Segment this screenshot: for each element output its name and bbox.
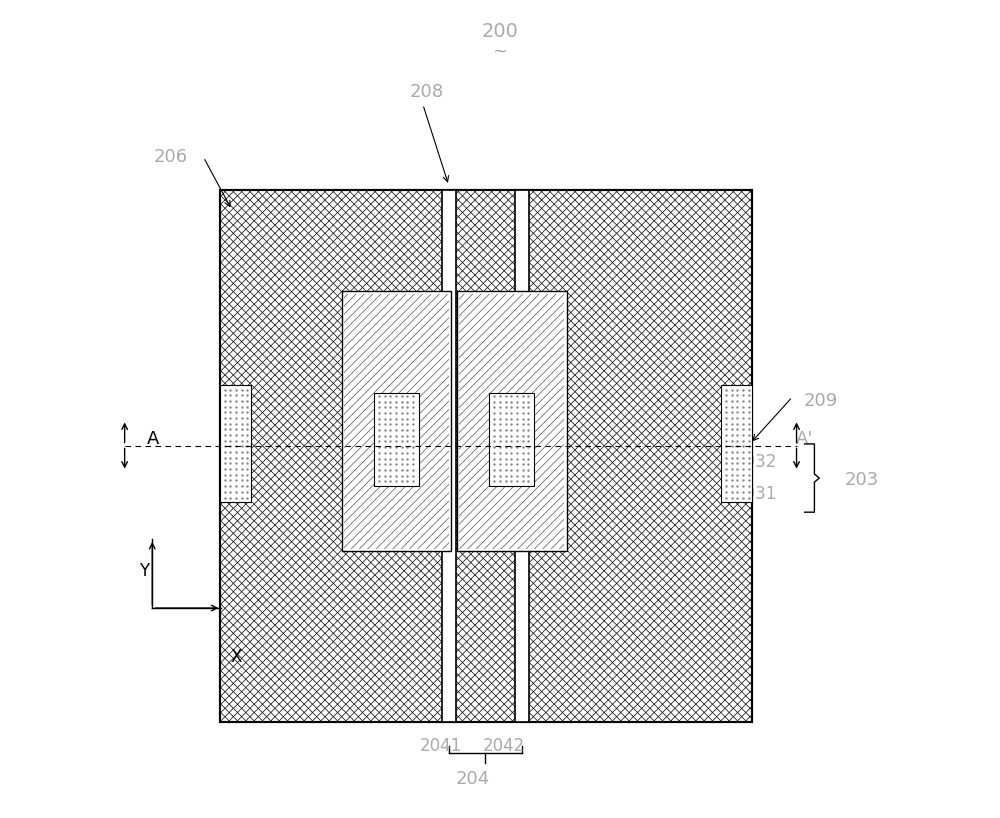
Bar	[220, 190, 752, 721]
Text: 204: 204	[455, 771, 490, 789]
Text: 200: 200	[482, 22, 518, 41]
Bar	[220, 190, 752, 721]
Text: A': A'	[796, 430, 813, 448]
Text: Y: Y	[139, 563, 149, 581]
Bar	[721, 384, 752, 502]
Text: 2042: 2042	[483, 737, 525, 755]
Text: 2031: 2031	[735, 485, 777, 503]
Text: 2032: 2032	[735, 453, 777, 471]
Text: 209: 209	[804, 392, 838, 410]
Bar	[442, 190, 456, 721]
Bar	[344, 294, 449, 549]
Text: 203: 203	[844, 470, 879, 488]
Bar	[515, 190, 529, 721]
Text: ~: ~	[493, 43, 508, 61]
Text: A: A	[147, 430, 159, 448]
Bar	[342, 291, 451, 551]
Text: 2041: 2041	[420, 737, 462, 755]
Text: X: X	[230, 648, 242, 666]
Bar	[220, 384, 251, 502]
Bar	[374, 393, 419, 486]
Bar	[457, 291, 567, 551]
Bar	[489, 393, 534, 486]
Text: 208: 208	[410, 83, 444, 101]
Text: 206: 206	[154, 148, 188, 166]
Bar	[459, 294, 564, 549]
